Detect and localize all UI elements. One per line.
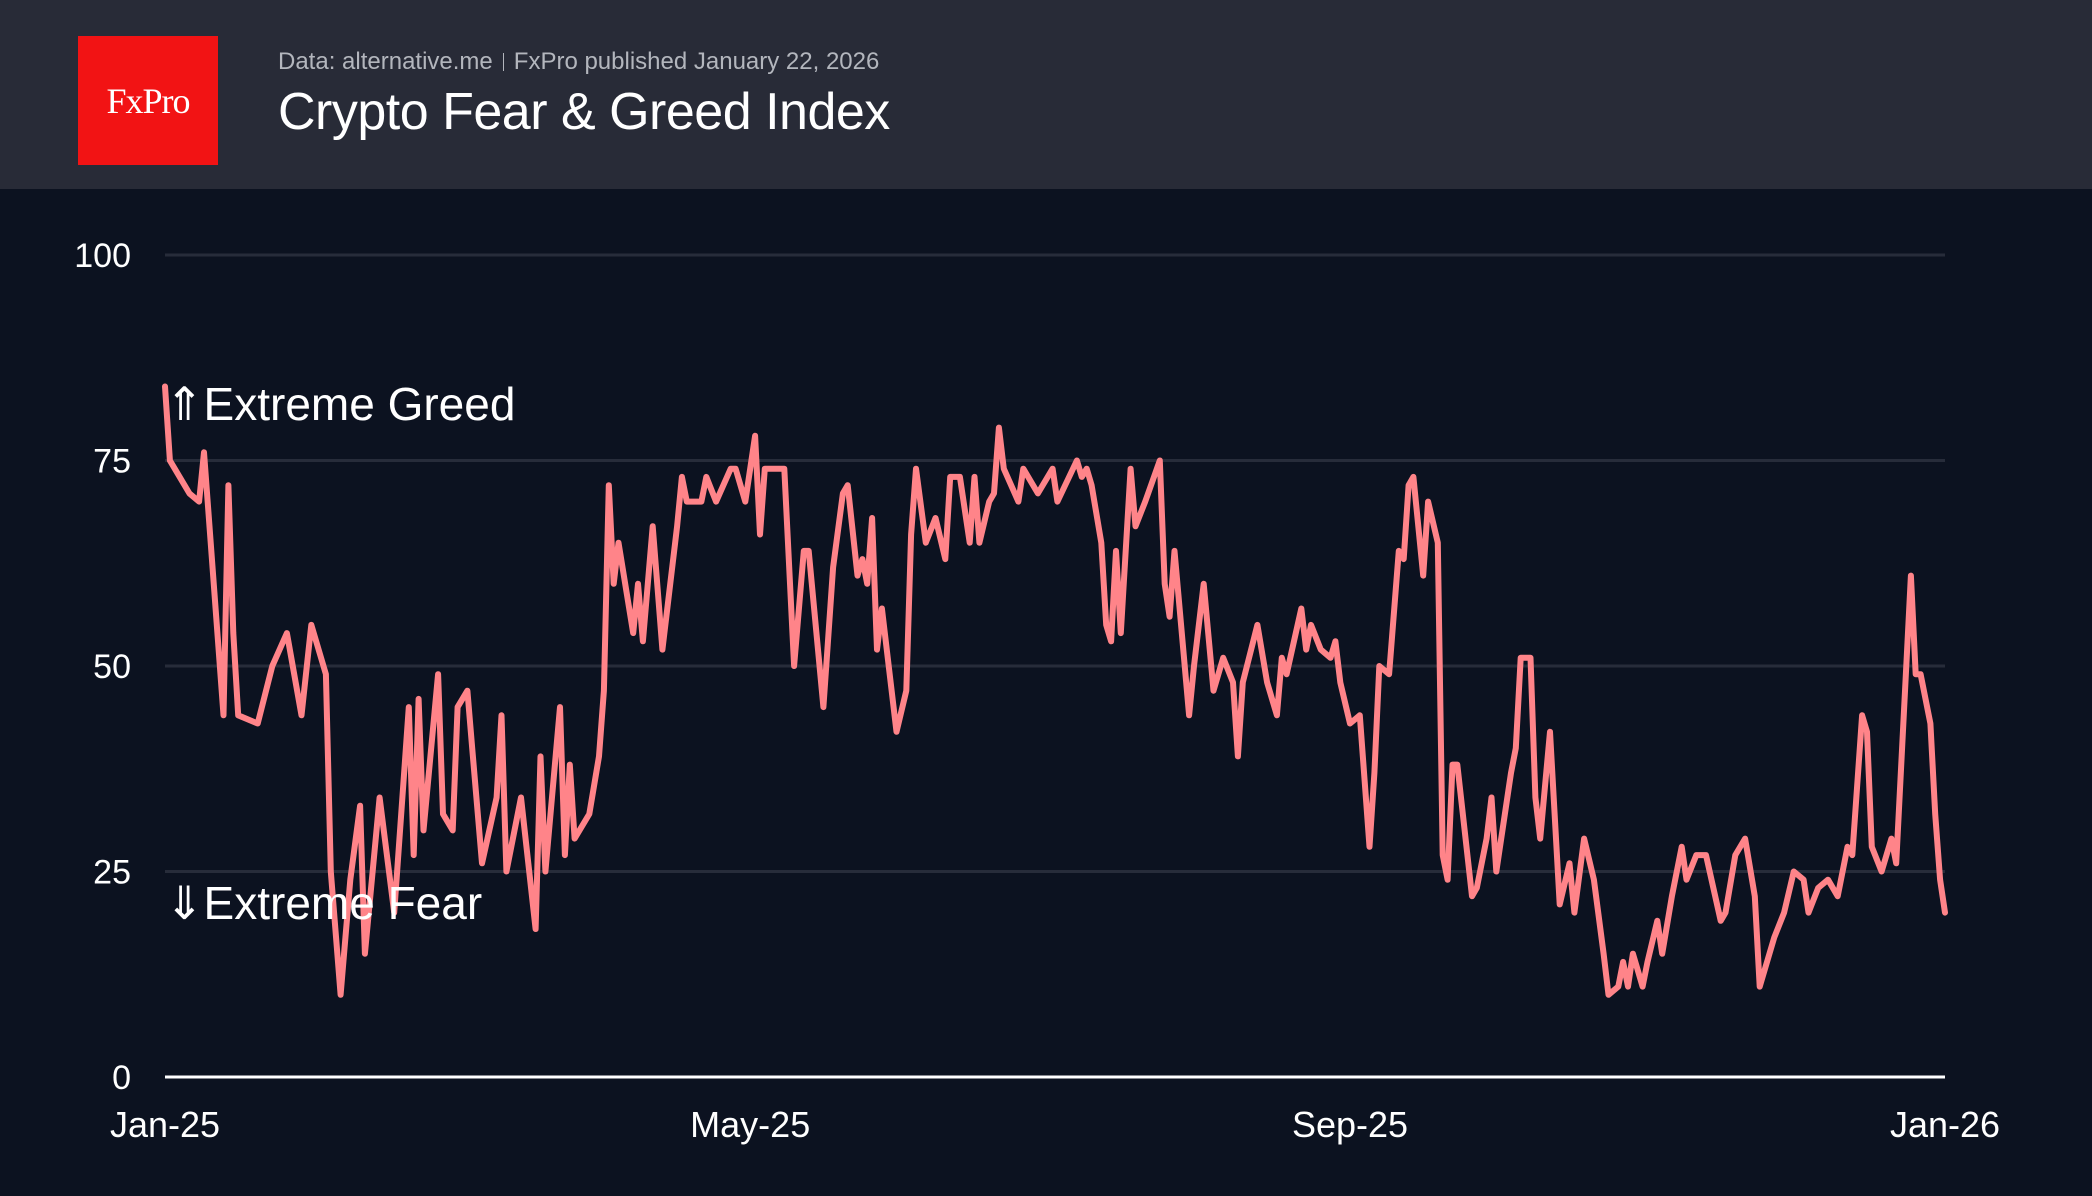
x-tick-label: Sep-25 [1292,1104,1408,1145]
y-tick-label: 75 [93,443,131,481]
data-source: Data: alternative.me [278,48,493,75]
y-tick-label: 100 [74,237,131,275]
published-date: FxPro published January 22, 2026 [513,48,880,75]
chart-title: Crypto Fear & Greed Index [278,83,890,141]
annotation-extreme-fear: ⇓Extreme Fear [165,877,483,929]
series-line [162,383,1948,998]
logo-text: FxPro [106,80,190,121]
header: FxPro Data: alternative.me FxPro publishe… [0,0,2092,189]
x-tick-label: May-25 [690,1104,810,1145]
separator [502,53,504,71]
x-tick-label: Jan-26 [1890,1104,2000,1145]
subtitle: Data: alternative.me FxPro published Janu… [278,48,879,76]
y-tick-label: 0 [112,1059,131,1097]
fxpro-logo: FxPro [78,36,218,165]
y-tick-label: 25 [93,854,131,892]
annotation-extreme-greed: ⇑Extreme Greed [165,378,516,430]
y-tick-label: 50 [93,648,131,686]
x-tick-label: Jan-25 [110,1104,220,1145]
